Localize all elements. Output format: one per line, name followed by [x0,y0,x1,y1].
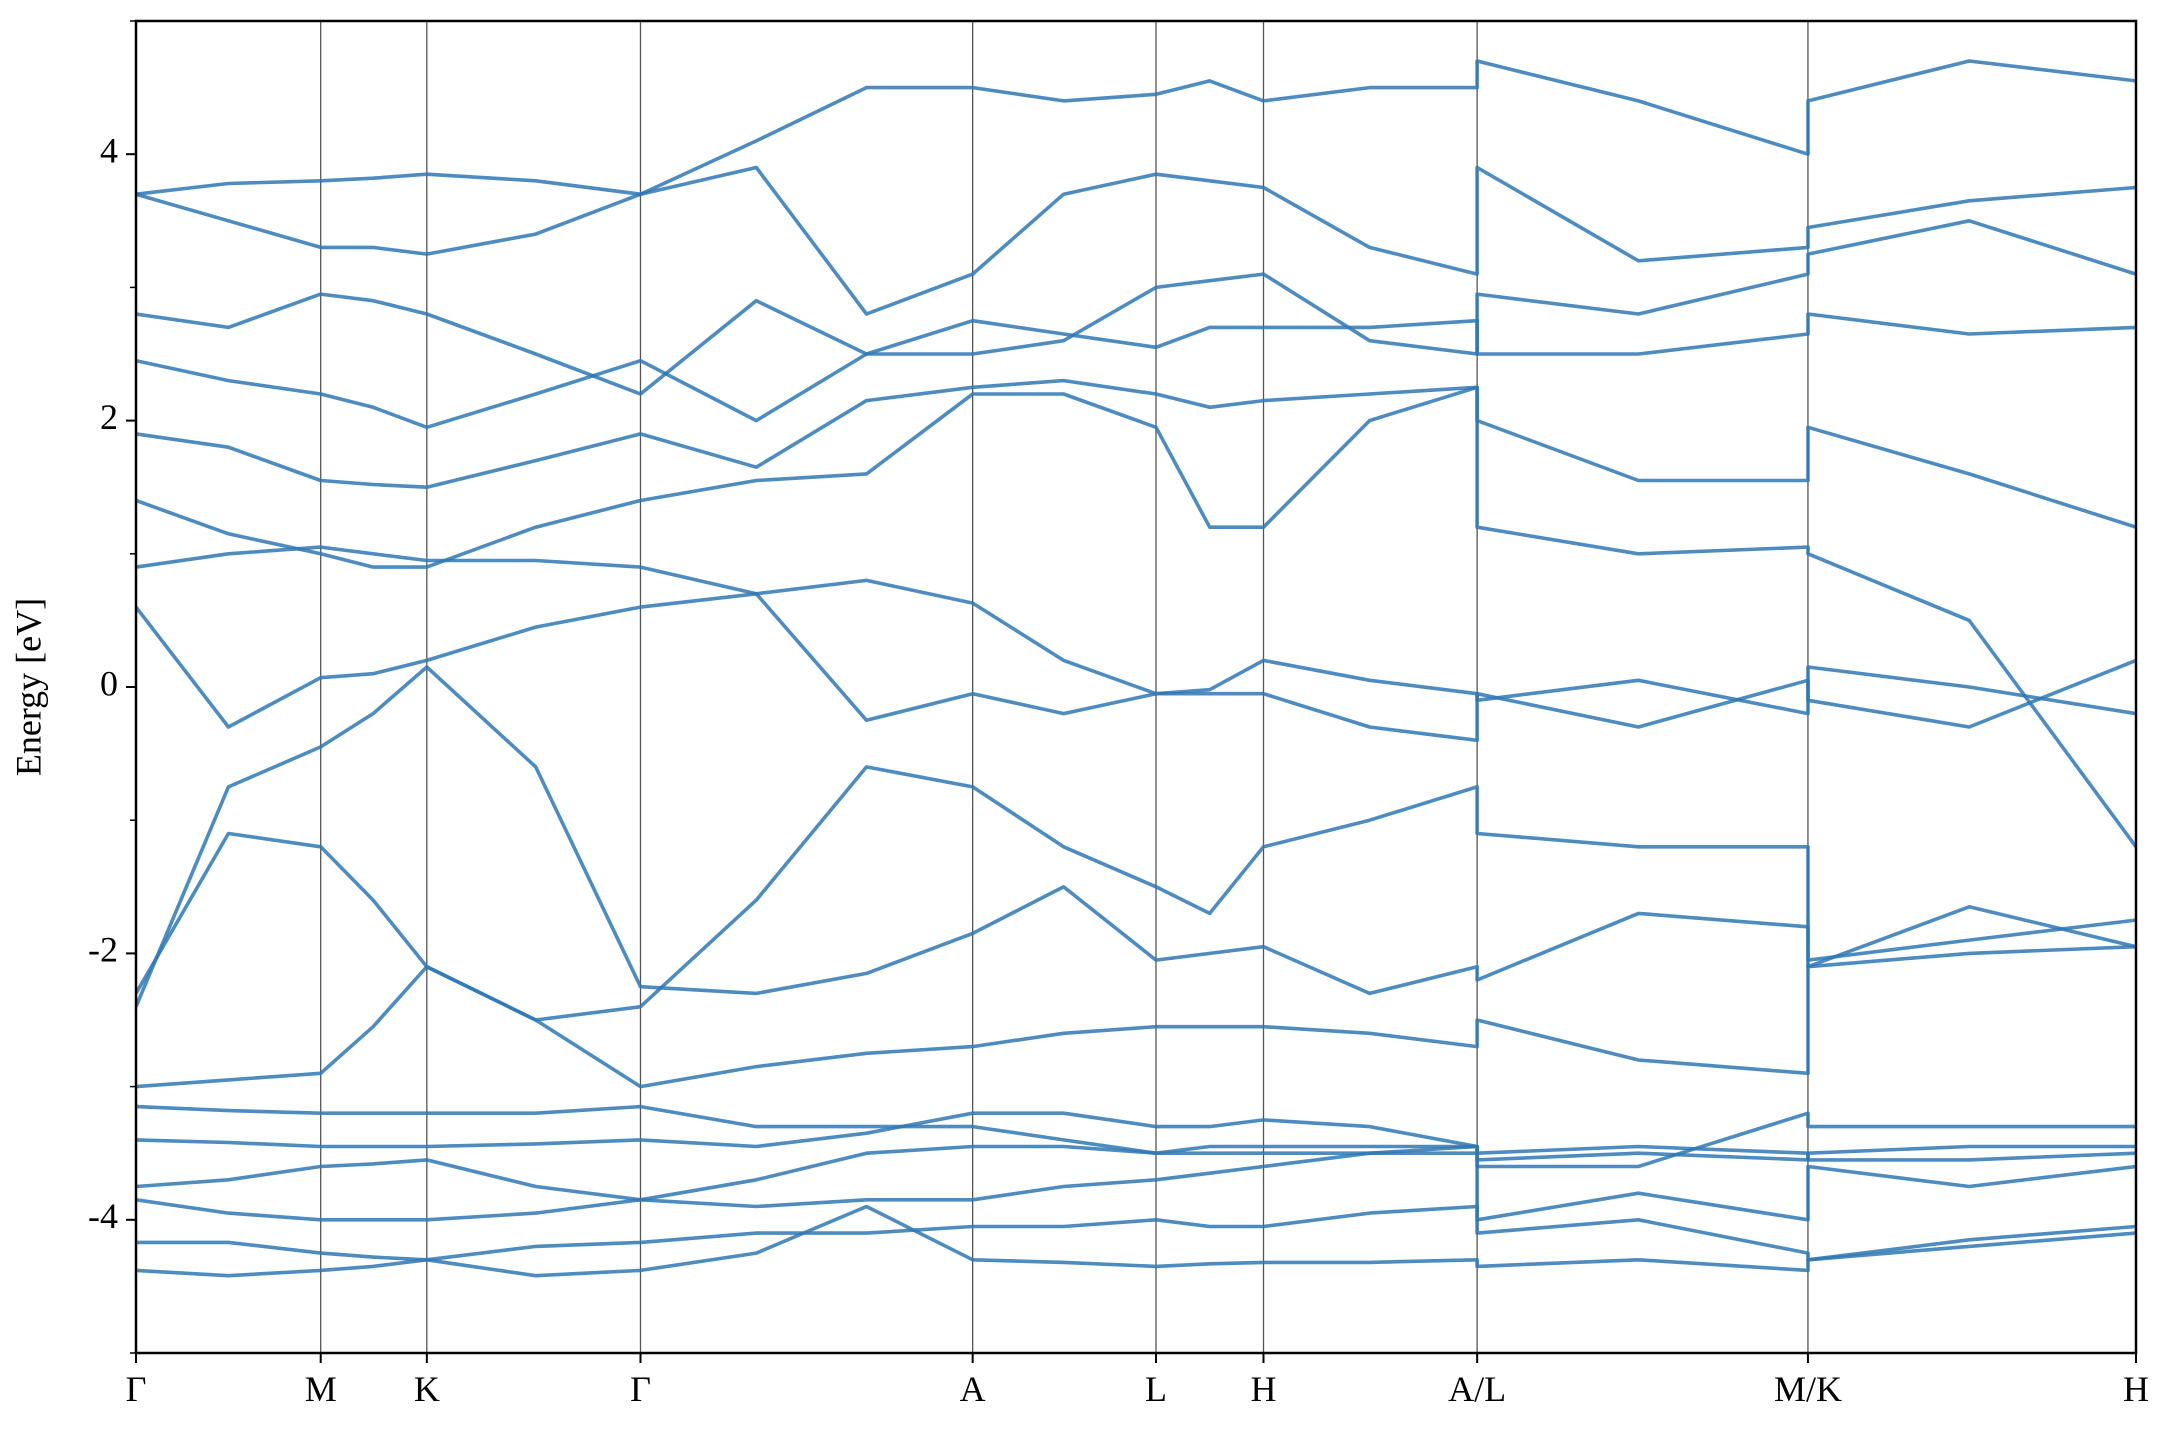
band [136,1204,2136,1262]
x-tick-label: H [2123,1369,2149,1409]
x-tick-label: A/L [1448,1369,1506,1409]
band [136,765,2136,1022]
plot-frame [134,19,2138,1355]
band [136,219,2136,396]
band [136,385,2136,848]
x-tick-label: A [960,1369,986,1409]
y-tick-label: 0 [100,663,118,703]
x-tick-label: M [305,1369,337,1409]
band [136,1104,2136,1169]
band [136,312,2136,430]
x-tick-label: M/K [1774,1369,1842,1409]
band [136,545,2136,743]
x-tick-label: Γ [630,1369,651,1409]
x-tick-label: L [1145,1369,1167,1409]
band [136,592,2136,729]
y-axis-label: Energy [eV] [8,598,48,776]
y-tick-label: -2 [88,930,118,970]
x-tick-label: K [414,1369,440,1409]
band [136,665,2136,1008]
band [136,165,2136,316]
band [136,1111,2136,1162]
x-tick-label: Γ [126,1369,147,1409]
band [136,378,2136,529]
x-tick-label: H [1250,1369,1276,1409]
y-tick-label: 4 [100,130,118,170]
band [136,59,2136,196]
y-tick-label: 2 [100,397,118,437]
band [136,1144,2136,1202]
band [136,1204,2136,1278]
y-tick-label: -4 [88,1196,118,1236]
band [136,1144,2136,1222]
band [136,944,2136,1089]
